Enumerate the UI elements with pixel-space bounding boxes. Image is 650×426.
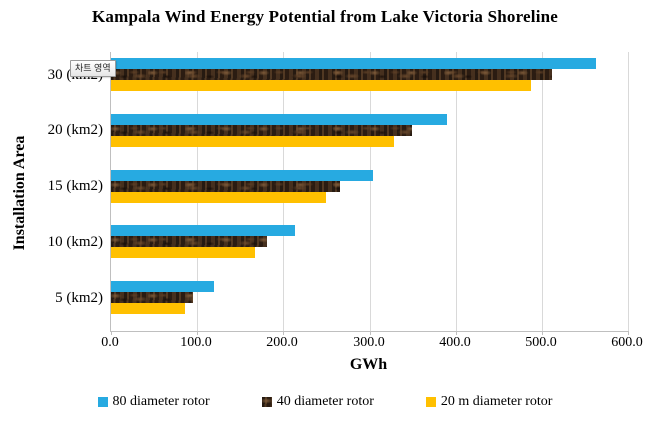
legend-swatch-yellow-icon bbox=[425, 397, 436, 407]
axis-tick bbox=[542, 331, 543, 335]
y-category-label: 10 (km2) bbox=[47, 234, 103, 250]
bar-40-diameter-rotor-15-(km2)[interactable] bbox=[111, 181, 340, 192]
bar-20-m-diameter-rotor-15-(km2)[interactable] bbox=[111, 192, 326, 203]
y-category-label: 5 (km2) bbox=[55, 290, 103, 306]
axis-tick bbox=[197, 331, 198, 335]
x-tick-label: 0.0 bbox=[101, 335, 119, 350]
legend-label: 80 diameter rotor bbox=[112, 394, 210, 409]
x-tick-label: 200.0 bbox=[266, 335, 298, 350]
legend-item-80-rotor[interactable]: 80 diameter rotor bbox=[97, 394, 210, 410]
bar-20-m-diameter-rotor-30-(km2)[interactable] bbox=[111, 80, 531, 91]
legend-swatch-blue-icon bbox=[97, 397, 108, 407]
x-tick-label: 400.0 bbox=[439, 335, 471, 350]
bar-80-diameter-rotor-5-(km2)[interactable] bbox=[111, 281, 214, 292]
bar-40-diameter-rotor-10-(km2)[interactable] bbox=[111, 236, 267, 247]
bar-80-diameter-rotor-30-(km2)[interactable] bbox=[111, 58, 596, 69]
bar-40-diameter-rotor-5-(km2)[interactable] bbox=[111, 292, 193, 303]
legend: 80 diameter rotor 40 diameter rotor 20 m… bbox=[0, 394, 650, 410]
gridline bbox=[542, 52, 543, 331]
gridline bbox=[456, 52, 457, 331]
axis-tick bbox=[456, 331, 457, 335]
bar-80-diameter-rotor-20-(km2)[interactable] bbox=[111, 114, 447, 125]
bar-40-diameter-rotor-30-(km2)[interactable] bbox=[111, 69, 552, 80]
x-tick-label: 500.0 bbox=[525, 335, 557, 350]
legend-label: 20 m diameter rotor bbox=[440, 394, 553, 409]
legend-swatch-brown-icon bbox=[261, 397, 272, 407]
bar-20-m-diameter-rotor-5-(km2)[interactable] bbox=[111, 303, 185, 314]
chart-title: Kampala Wind Energy Potential from Lake … bbox=[91, 7, 559, 26]
x-tick-label: 300.0 bbox=[353, 335, 385, 350]
y-category-label: 20 (km2) bbox=[47, 122, 103, 138]
legend-label: 40 diameter rotor bbox=[276, 394, 374, 409]
legend-item-40-rotor[interactable]: 40 diameter rotor bbox=[261, 394, 374, 410]
axis-tick bbox=[628, 331, 629, 335]
axis-tick bbox=[283, 331, 284, 335]
bar-20-m-diameter-rotor-10-(km2)[interactable] bbox=[111, 247, 255, 258]
y-category-label: 15 (km2) bbox=[47, 178, 103, 194]
axis-tick bbox=[111, 331, 112, 335]
chart-area-tooltip: 차트 영역 bbox=[70, 60, 116, 77]
x-tick-label: 100.0 bbox=[180, 335, 212, 350]
bar-40-diameter-rotor-20-(km2)[interactable] bbox=[111, 125, 412, 136]
legend-item-20-rotor[interactable]: 20 m diameter rotor bbox=[425, 394, 553, 410]
axis-tick bbox=[370, 331, 371, 335]
bar-20-m-diameter-rotor-20-(km2)[interactable] bbox=[111, 136, 394, 147]
gridline bbox=[370, 52, 371, 331]
bar-80-diameter-rotor-15-(km2)[interactable] bbox=[111, 170, 373, 181]
bar-80-diameter-rotor-10-(km2)[interactable] bbox=[111, 225, 295, 236]
x-axis-title: GWh bbox=[349, 356, 388, 373]
plot-area bbox=[110, 52, 629, 335]
x-tick-label: 600.0 bbox=[611, 335, 643, 350]
